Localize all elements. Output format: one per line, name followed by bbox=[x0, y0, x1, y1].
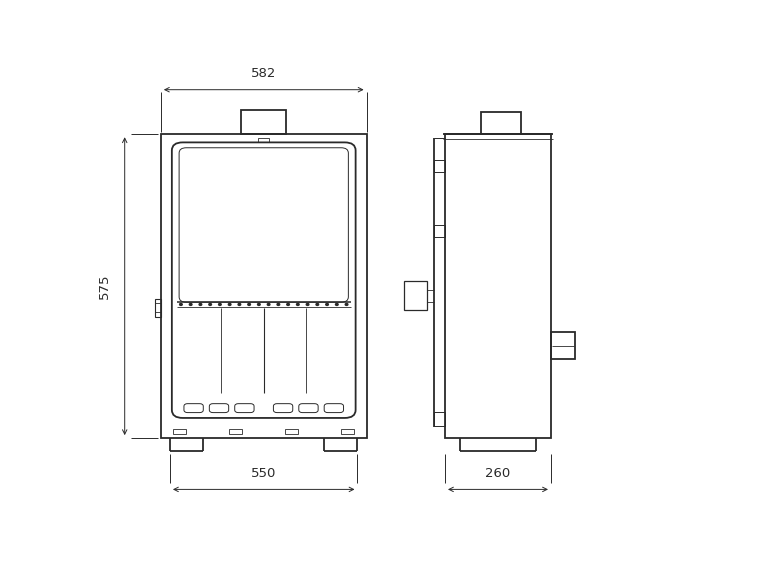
Circle shape bbox=[287, 303, 289, 306]
Bar bbox=[434, 160, 445, 172]
Bar bbox=[434, 224, 445, 237]
Text: 582: 582 bbox=[251, 67, 276, 80]
Bar bbox=[434, 412, 445, 426]
Circle shape bbox=[229, 303, 231, 306]
Circle shape bbox=[179, 303, 183, 306]
Circle shape bbox=[190, 303, 192, 306]
Bar bbox=[258, 138, 269, 143]
Bar bbox=[551, 332, 575, 359]
Circle shape bbox=[346, 303, 348, 306]
Circle shape bbox=[307, 303, 309, 306]
Circle shape bbox=[277, 303, 280, 306]
Circle shape bbox=[326, 303, 328, 306]
Bar bbox=[481, 112, 521, 135]
Text: 575: 575 bbox=[98, 273, 112, 299]
Circle shape bbox=[218, 303, 222, 306]
Circle shape bbox=[248, 303, 250, 306]
Bar bbox=[445, 135, 551, 438]
Circle shape bbox=[316, 303, 319, 306]
Circle shape bbox=[238, 303, 241, 306]
Circle shape bbox=[296, 303, 300, 306]
Circle shape bbox=[335, 303, 339, 306]
Bar bbox=[341, 429, 354, 434]
Bar bbox=[241, 110, 286, 135]
Bar bbox=[173, 429, 186, 434]
Circle shape bbox=[268, 303, 270, 306]
Circle shape bbox=[257, 303, 261, 306]
Bar bbox=[285, 429, 299, 434]
Circle shape bbox=[209, 303, 211, 306]
Circle shape bbox=[199, 303, 202, 306]
Text: 550: 550 bbox=[251, 466, 276, 480]
Text: 260: 260 bbox=[485, 466, 511, 480]
Bar bbox=[155, 299, 161, 317]
Bar bbox=[229, 429, 243, 434]
Bar bbox=[161, 135, 367, 438]
Bar bbox=[404, 281, 427, 310]
